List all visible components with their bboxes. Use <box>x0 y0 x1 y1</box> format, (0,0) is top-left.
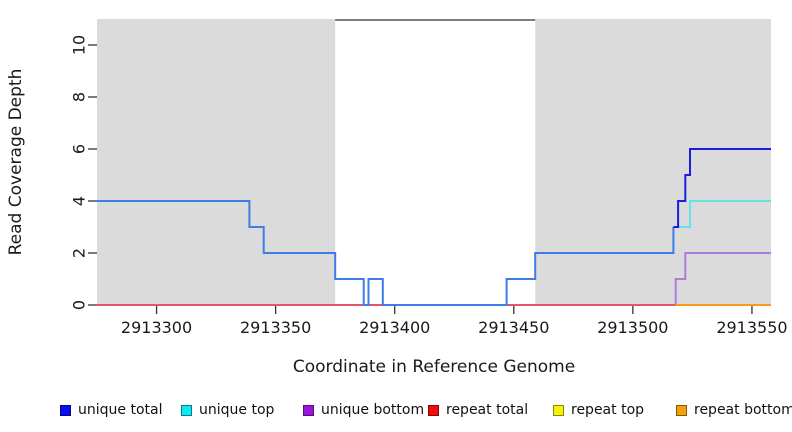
legend-item-repeat-bottom: repeat bottom <box>676 400 792 420</box>
y-tick-label: 0 <box>70 300 89 310</box>
repeat-total-swatch-icon <box>428 404 439 416</box>
chart-canvas: 2913300 2913350 2913400 2913450 2913500 29135… <box>6 19 788 377</box>
legend-label: repeat total <box>446 402 529 418</box>
legend-item-unique-bottom: unique bottom <box>303 400 424 420</box>
series-unique-top-line <box>678 200 771 228</box>
shaded-region-0 <box>97 19 336 305</box>
y-tick-label: 2 <box>70 248 89 258</box>
x-tick-label: 2913350 <box>240 318 311 337</box>
y-tick-label: 8 <box>70 92 89 102</box>
legend-item-repeat-top: repeat top <box>553 400 644 420</box>
unique-total-swatch-icon <box>60 404 71 416</box>
y-tick-label: 6 <box>70 144 89 154</box>
shaded-region-1 <box>535 19 771 305</box>
legend-label: unique total <box>78 402 163 418</box>
x-tick-label: 2913550 <box>716 318 787 337</box>
x-tick-label: 2913500 <box>597 318 668 337</box>
legend-label: unique bottom <box>321 402 425 418</box>
x-tick-label: 2913450 <box>478 318 549 337</box>
x-tick-label: 2913300 <box>121 318 192 337</box>
legend: unique total unique top unique bottom re… <box>0 400 792 424</box>
x-tick-label: 2913400 <box>359 318 430 337</box>
series-unique-total-top-overlap-line <box>97 200 675 306</box>
series-unique-total-line <box>673 148 771 228</box>
y-tick-label: 10 <box>70 35 89 55</box>
legend-item-unique-top: unique top <box>181 400 274 420</box>
unique-top-swatch-icon <box>181 404 192 416</box>
legend-item-repeat-total: repeat total <box>428 400 528 420</box>
series-unique-bottom-line <box>674 252 771 305</box>
repeat-bottom-swatch-icon <box>676 404 687 416</box>
chart-plot-area: 2913300 2913350 2913400 2913450 2913500 29135… <box>70 19 788 337</box>
y-axis-label: Read Coverage Depth <box>6 69 26 256</box>
legend-label: unique top <box>199 402 275 418</box>
repeat-top-swatch-icon <box>553 404 564 416</box>
legend-item-unique-total: unique total <box>60 400 162 420</box>
legend-label: repeat top <box>571 402 645 418</box>
x-axis-label: Coordinate in Reference Genome <box>293 357 575 377</box>
legend-label: repeat bottom <box>694 402 792 418</box>
y-tick-label: 4 <box>70 196 89 206</box>
unique-bottom-swatch-icon <box>303 404 314 416</box>
